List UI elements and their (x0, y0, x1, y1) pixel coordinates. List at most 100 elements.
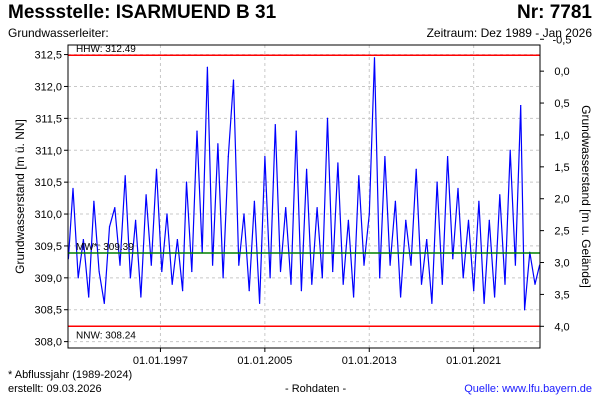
series-point (462, 277, 464, 279)
y-tick-label-left: 308,0 (34, 337, 62, 349)
series-point (415, 168, 417, 170)
series-point (88, 296, 90, 298)
series-point (342, 283, 344, 285)
series-point (114, 207, 116, 209)
series-point (295, 130, 297, 132)
y-tick-label-left: 312,0 (34, 81, 62, 93)
y-tick-label-right: 1,5 (554, 162, 569, 174)
series-point (108, 226, 111, 228)
y-tick-label-left: 309,0 (34, 273, 62, 285)
source-link[interactable]: Quelle: www.lfu.bayern.de (464, 383, 592, 395)
series-point (400, 296, 402, 298)
series-point (103, 302, 105, 304)
y-tick-label-right: 4,0 (554, 321, 569, 333)
series-point (196, 130, 198, 132)
series-point (467, 219, 470, 221)
series-point (185, 181, 188, 183)
series-point (337, 162, 339, 164)
series-point (389, 264, 391, 266)
series-point (222, 277, 224, 279)
created-date: erstellt: 09.03.2026 (8, 383, 102, 395)
series-point (82, 239, 84, 241)
series-point (524, 309, 526, 311)
series-point (243, 213, 245, 215)
series-point (509, 149, 511, 151)
y-tick-label-right: 0,5 (554, 98, 569, 110)
x-tick-label: 01.01.2021 (446, 355, 501, 367)
series-point (321, 277, 323, 279)
series-point (426, 239, 428, 241)
series-point (124, 175, 126, 177)
period-label: Zeitraum: Dez 1989 - Jan 2026 (426, 26, 592, 40)
y-tick-label-left: 311,0 (35, 145, 62, 157)
series-point (279, 270, 282, 273)
series-point (182, 290, 184, 292)
series-point (98, 270, 100, 273)
y-axis-title-left: Grundwasserstand [m ü. NN] (13, 119, 27, 274)
series-point (394, 200, 396, 202)
series-point (326, 117, 329, 119)
series-point (93, 200, 95, 202)
series-point (166, 213, 168, 215)
series-point (77, 277, 79, 279)
series-point (441, 283, 443, 285)
x-tick-label: 01.01.2005 (237, 355, 292, 367)
series-point (514, 264, 517, 266)
series-point (504, 283, 506, 285)
series-point (227, 156, 229, 158)
series-point (285, 207, 287, 209)
series-point (353, 296, 355, 298)
series-point (150, 264, 152, 266)
series-point (534, 283, 536, 285)
series-point (191, 270, 193, 273)
series-point (431, 302, 433, 304)
series-point (520, 105, 522, 107)
series-point (473, 290, 475, 292)
series-point (274, 124, 276, 126)
series-point (384, 156, 386, 158)
y-tick-label-right: 3,5 (554, 289, 569, 301)
x-tick-label: 01.01.2013 (342, 355, 397, 367)
series-point (483, 302, 485, 304)
plot-frame (67, 44, 541, 349)
reference-label: NNW: 308.24 (76, 330, 136, 341)
y-tick-label-right: 3,0 (554, 258, 569, 270)
series-point (306, 168, 308, 170)
y-axis-title-right: Grundwasserstand [m u. Gelände] (579, 105, 593, 288)
series-point (488, 219, 490, 221)
series-point (358, 175, 360, 177)
series-point (311, 283, 313, 285)
series-point (410, 264, 412, 266)
raw-data-label: - Rohdaten - (285, 383, 347, 395)
series-point (129, 277, 131, 279)
y-tick-label-left: 308,5 (34, 305, 62, 317)
series-point (161, 270, 163, 273)
series-point (212, 264, 214, 266)
series-line (67, 57, 541, 311)
series-point (420, 283, 423, 285)
series-point (447, 156, 449, 158)
y-tick-label-right: 2,5 (554, 226, 569, 238)
y-tick-label-left: 312,5 (34, 50, 62, 62)
footnote: * Abflussjahr (1989-2024) (8, 369, 133, 381)
series-point (238, 264, 240, 266)
series-point (452, 258, 454, 260)
series-point (140, 296, 142, 298)
series-point (171, 283, 173, 285)
series-point (232, 79, 235, 81)
series-point (253, 200, 255, 202)
series-point (478, 200, 480, 202)
series-point (269, 277, 271, 279)
series-point (135, 219, 137, 221)
series-point (363, 264, 365, 266)
y-tick-label-left: 310,5 (34, 177, 62, 189)
series-point (499, 194, 501, 196)
series-point (494, 296, 496, 298)
series-point (300, 290, 302, 292)
reference-label: HHW: 312.49 (76, 44, 136, 55)
y-tick-label-left: 311,5 (35, 113, 62, 125)
series-point (259, 302, 261, 304)
y-tick-label-left: 309,5 (34, 241, 62, 253)
series-point (332, 270, 334, 273)
